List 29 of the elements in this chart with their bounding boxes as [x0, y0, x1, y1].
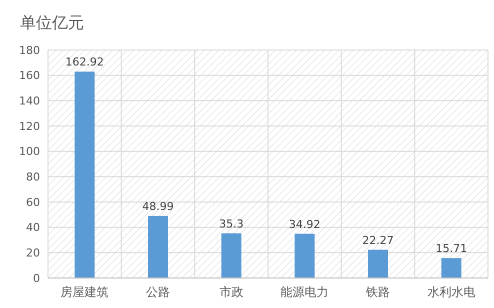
data-label: 48.99 [142, 200, 174, 213]
y-tick-label: 120 [19, 120, 40, 133]
y-tick-label: 20 [26, 246, 40, 260]
y-tick-label: 60 [26, 196, 40, 209]
bar [368, 250, 388, 278]
data-label: 34.92 [288, 218, 320, 231]
data-label: 15.71 [436, 242, 468, 256]
data-label: 22.27 [362, 234, 394, 247]
y-tick-label: 0 [33, 272, 40, 285]
y-tick-label: 140 [19, 94, 40, 108]
y-tick-label: 100 [19, 145, 40, 158]
y-tick-label: 40 [26, 221, 40, 234]
x-tick-label: 房屋建筑 [60, 285, 109, 299]
y-tick-label: 160 [19, 69, 40, 82]
bar [221, 233, 242, 278]
bar [74, 72, 95, 278]
bar [441, 258, 462, 278]
x-tick-label: 水利水电 [427, 285, 476, 299]
x-tick-label: 公路 [146, 285, 170, 299]
bar [294, 234, 315, 278]
chart-title: 单位亿元 [20, 13, 84, 32]
x-tick-label: 能源电力 [280, 285, 329, 299]
bar [148, 216, 168, 278]
y-tick-label: 180 [19, 44, 40, 57]
data-label: 35.3 [219, 217, 244, 230]
x-tick-label: 市政 [219, 285, 244, 299]
x-tick-label: 铁路 [365, 285, 390, 299]
y-tick-label: 80 [26, 170, 40, 184]
data-label: 162.92 [65, 56, 104, 69]
